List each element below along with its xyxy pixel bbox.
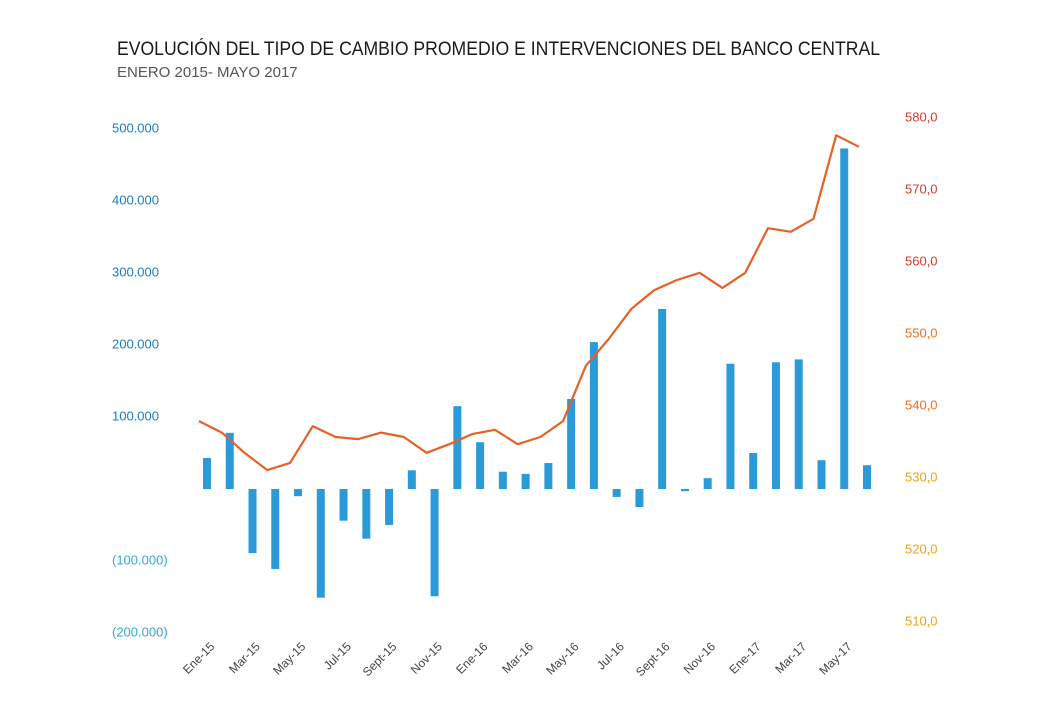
bar: [863, 465, 871, 489]
chart-subtitle: ENERO 2015- MAYO 2017: [117, 64, 298, 81]
bar: [225, 432, 234, 489]
x-tick-label: Ene-17: [726, 639, 763, 676]
bar: [544, 463, 553, 489]
bar: [407, 470, 416, 489]
bar: [271, 489, 280, 569]
bar: [521, 473, 530, 489]
x-tick-label: May-16: [543, 639, 581, 677]
bar: [430, 489, 439, 597]
bar: [385, 489, 394, 525]
x-tick-label: Nov-15: [408, 639, 445, 676]
x-tick-label: Sept-15: [360, 639, 400, 679]
x-tick-label: Mar-16: [499, 639, 536, 676]
chart-title: EVOLUCIÓN DEL TIPO DE CAMBIO PROMEDIO E …: [117, 38, 880, 60]
bar: [840, 148, 849, 489]
x-tick-label: May-15: [270, 639, 308, 677]
bar: [703, 478, 712, 489]
y-tick-label: (100.000): [112, 552, 168, 567]
y-tick-label: 400.000: [112, 192, 159, 207]
bar: [680, 489, 689, 492]
bar: [294, 489, 303, 497]
y-tick-label: (200.000): [112, 624, 168, 639]
x-tick-label: Nov-16: [681, 639, 718, 676]
bar: [498, 471, 507, 489]
bar: [567, 399, 576, 489]
x-tick-label: May-17: [816, 639, 854, 677]
y2-tick-label: 560,0: [905, 253, 938, 268]
y2-tick-label: 550,0: [905, 325, 938, 340]
bar: [316, 489, 325, 598]
x-tick-label: Ene-15: [180, 639, 217, 676]
bar: [726, 363, 735, 489]
y2-tick-label: 530,0: [905, 469, 938, 484]
bar: [794, 359, 803, 489]
y-tick-label: 200.000: [112, 336, 159, 351]
bar: [339, 489, 348, 521]
bar: [771, 362, 780, 489]
y-tick-label: 300.000: [112, 264, 159, 279]
x-tick-label: Jul-15: [321, 639, 354, 672]
bar: [635, 489, 644, 507]
x-tick-label: Ene-16: [453, 639, 490, 676]
y-tick-label: 500.000: [112, 120, 159, 135]
x-tick-label: Sept-16: [633, 639, 673, 679]
x-tick-label: Mar-17: [772, 639, 809, 676]
bar: [612, 489, 621, 497]
x-tick-label: Jul-16: [594, 639, 627, 672]
y2-tick-label: 510,0: [905, 613, 938, 628]
y2-tick-label: 540,0: [905, 397, 938, 412]
bar: [362, 489, 371, 539]
y2-tick-label: 580,0: [905, 109, 938, 124]
y2-tick-label: 520,0: [905, 541, 938, 556]
bar: [476, 442, 485, 489]
bar: [658, 309, 667, 489]
bar: [817, 460, 826, 489]
bar: [749, 453, 758, 489]
bar: [453, 406, 462, 489]
y2-tick-label: 570,0: [905, 181, 938, 196]
x-tick-label: Mar-15: [226, 639, 263, 676]
bar: [248, 489, 257, 554]
bar: [203, 458, 211, 489]
line: [198, 134, 860, 472]
y-tick-label: 100.000: [112, 408, 159, 423]
bar: [589, 342, 598, 489]
